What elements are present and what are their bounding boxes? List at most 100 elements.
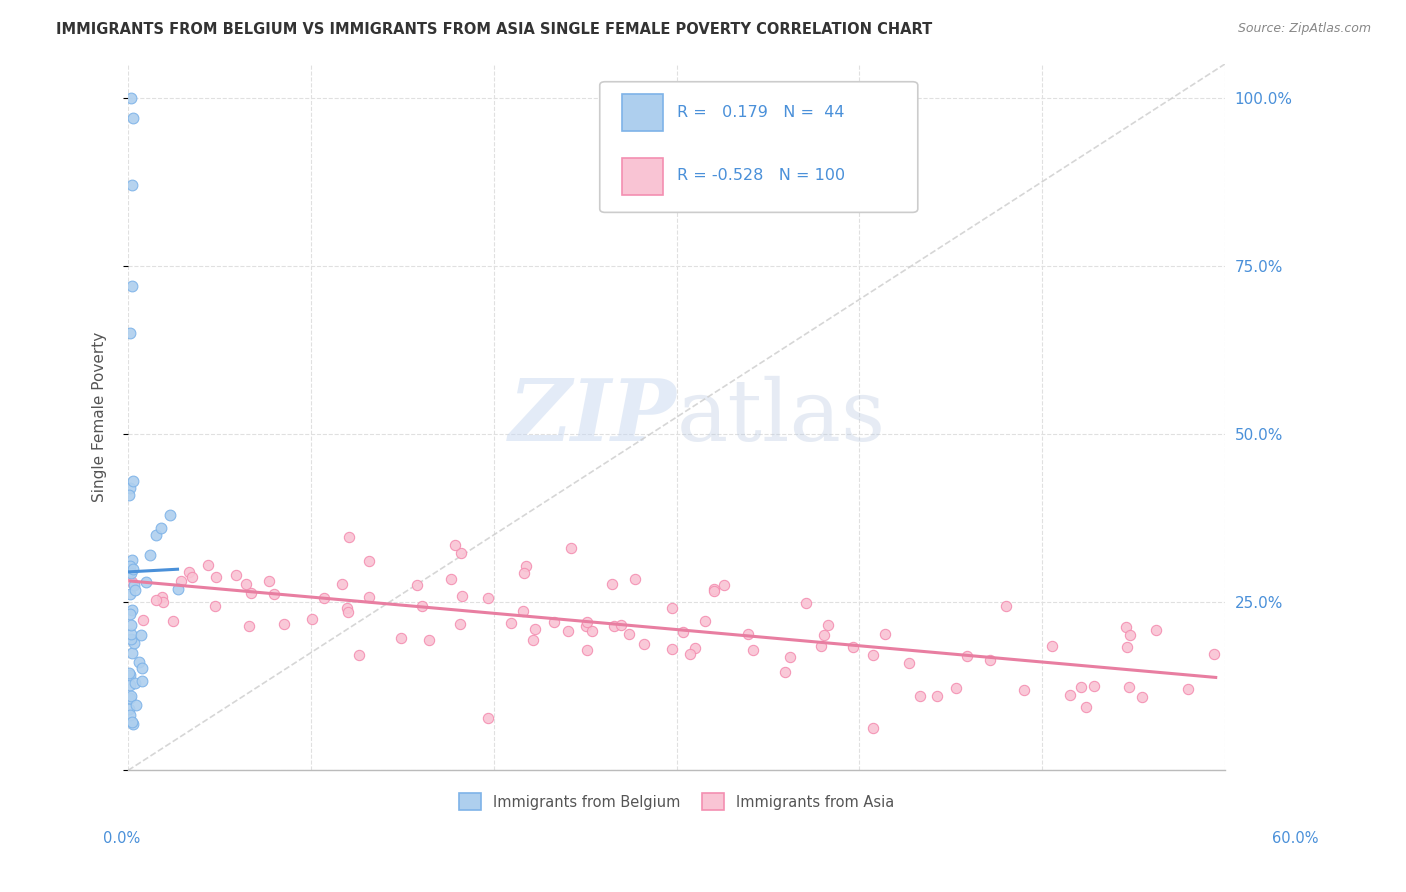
Point <box>1204 647 1226 661</box>
Point <box>703 584 725 599</box>
Point <box>121 603 143 617</box>
Point <box>927 689 949 703</box>
Point <box>120 627 142 641</box>
Point <box>118 481 141 495</box>
Point <box>257 574 280 588</box>
Point <box>122 578 145 592</box>
Point <box>737 627 759 641</box>
Point <box>1119 628 1142 642</box>
Point <box>125 698 148 713</box>
Point <box>624 572 647 586</box>
Point <box>118 326 141 340</box>
Point <box>1115 640 1137 654</box>
Point <box>661 642 683 657</box>
Point <box>121 632 143 646</box>
Legend: Immigrants from Belgium, Immigrants from Asia: Immigrants from Belgium, Immigrants from… <box>453 788 900 816</box>
Point <box>513 566 536 580</box>
Point <box>1177 681 1199 696</box>
Point <box>145 593 167 607</box>
Point <box>813 628 835 642</box>
Point <box>773 665 796 679</box>
Point <box>162 614 184 628</box>
Point <box>118 666 141 681</box>
Point <box>121 575 143 590</box>
Point <box>779 650 801 665</box>
Text: ZIP: ZIP <box>509 376 676 459</box>
FancyBboxPatch shape <box>600 82 918 212</box>
Point <box>128 655 150 669</box>
Point <box>477 591 499 605</box>
Point <box>118 707 141 722</box>
Point <box>357 590 380 604</box>
Point <box>679 647 702 661</box>
Point <box>120 690 142 705</box>
Point <box>150 521 173 535</box>
Point <box>273 616 295 631</box>
Point <box>347 648 370 662</box>
Point <box>1144 624 1167 638</box>
Point <box>817 618 839 632</box>
Point <box>124 582 146 597</box>
Point <box>742 643 765 657</box>
Point <box>131 660 153 674</box>
Point <box>238 619 260 633</box>
Text: 0.0%: 0.0% <box>103 831 139 846</box>
Point <box>609 618 631 632</box>
Point <box>118 587 141 601</box>
Point <box>145 528 167 542</box>
Y-axis label: Single Female Poverty: Single Female Poverty <box>93 332 107 502</box>
Point <box>898 656 921 670</box>
Point <box>956 648 979 663</box>
Point <box>139 548 162 562</box>
Point <box>121 279 143 293</box>
Text: Source: ZipAtlas.com: Source: ZipAtlas.com <box>1237 22 1371 36</box>
Point <box>703 582 725 596</box>
Point <box>1083 679 1105 693</box>
Point <box>389 632 412 646</box>
Point <box>129 628 152 642</box>
Point <box>908 689 931 703</box>
Point <box>122 717 145 731</box>
Point <box>862 648 884 662</box>
Text: IMMIGRANTS FROM BELGIUM VS IMMIGRANTS FROM ASIA SINGLE FEMALE POVERTY CORRELATIO: IMMIGRANTS FROM BELGIUM VS IMMIGRANTS FR… <box>56 22 932 37</box>
Point <box>600 577 623 591</box>
Point <box>633 637 655 651</box>
Point <box>543 615 565 630</box>
Point <box>159 508 181 522</box>
Point <box>560 541 582 556</box>
Point <box>661 600 683 615</box>
Point <box>576 615 599 630</box>
Point <box>225 567 247 582</box>
Point <box>1014 683 1036 698</box>
Point <box>118 564 141 578</box>
Point <box>135 574 157 589</box>
Point <box>713 578 735 592</box>
Point <box>443 538 465 552</box>
Point <box>336 601 359 615</box>
Point <box>170 574 193 588</box>
Point <box>979 653 1001 667</box>
Point <box>166 582 188 596</box>
Point <box>120 668 142 682</box>
Point <box>240 586 263 600</box>
Point <box>695 615 717 629</box>
Point <box>152 595 174 609</box>
Point <box>235 577 257 591</box>
Point <box>120 566 142 581</box>
Point <box>451 589 474 603</box>
Point <box>120 618 142 632</box>
Text: atlas: atlas <box>676 376 886 458</box>
Point <box>418 633 440 648</box>
Point <box>575 619 598 633</box>
Point <box>557 624 579 638</box>
Point <box>118 487 141 501</box>
Point <box>575 642 598 657</box>
Point <box>523 622 546 636</box>
Point <box>603 619 626 633</box>
Point <box>1074 700 1097 714</box>
Text: R = -0.528   N = 100: R = -0.528 N = 100 <box>676 169 845 183</box>
Point <box>263 587 285 601</box>
Text: 60.0%: 60.0% <box>1272 831 1319 846</box>
Point <box>336 605 359 619</box>
Point <box>1059 688 1081 702</box>
